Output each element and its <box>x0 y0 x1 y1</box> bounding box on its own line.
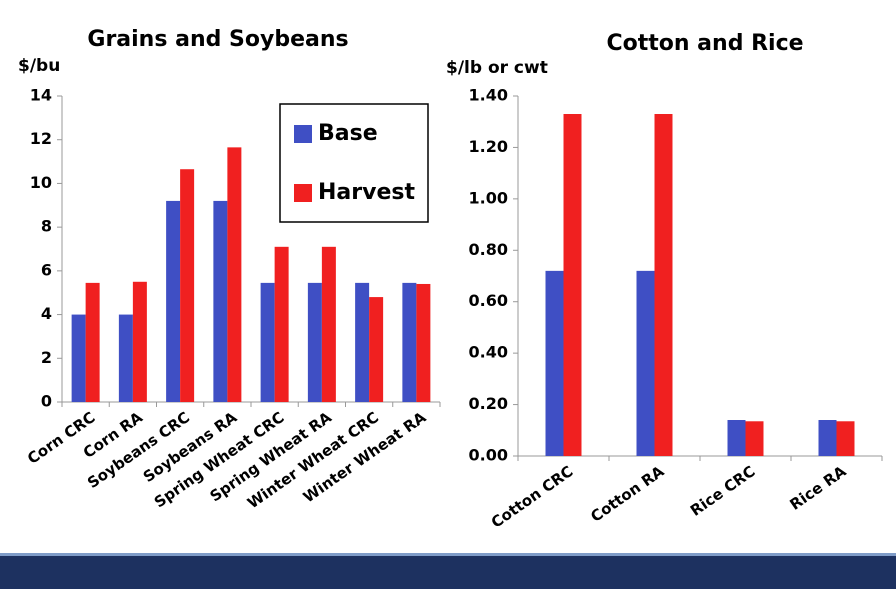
bar <box>416 283 431 402</box>
bar <box>369 297 384 402</box>
y-tick-label: 4 <box>41 304 52 323</box>
y-tick-label: 14 <box>30 86 52 105</box>
bar <box>227 147 242 402</box>
y-tick-label: 0.40 <box>469 343 508 362</box>
y-axis-label: $/lb or cwt <box>446 58 548 78</box>
bar <box>402 282 417 402</box>
x-tick-label: Rice RA <box>787 462 850 514</box>
legend-swatch <box>294 125 312 143</box>
footer-band <box>0 556 896 589</box>
bar <box>355 282 370 402</box>
bar <box>180 169 195 402</box>
y-tick-label: 1.40 <box>469 86 508 105</box>
legend-box <box>279 103 429 223</box>
x-tick-label: Rice CRC <box>687 462 758 520</box>
bar <box>745 421 764 456</box>
y-tick-label: 1.20 <box>469 137 508 156</box>
y-tick-label: 0.00 <box>469 446 508 465</box>
x-tick-label: Cotton RA <box>587 462 667 526</box>
bar <box>71 314 86 402</box>
y-tick-label: 0 <box>41 392 52 411</box>
bar <box>85 282 100 402</box>
y-tick-label: 10 <box>30 173 52 192</box>
bar <box>307 282 322 402</box>
bar <box>563 114 582 456</box>
bar <box>166 200 181 402</box>
bar <box>636 270 655 456</box>
y-axis-label: $/bu <box>18 56 60 76</box>
y-tick-label: 2 <box>41 348 52 367</box>
bar <box>118 314 133 402</box>
bar <box>654 114 673 456</box>
legend-label: Harvest <box>318 180 415 205</box>
y-tick-label: 6 <box>41 260 52 279</box>
y-tick-label: 12 <box>30 129 52 148</box>
bar <box>727 420 746 456</box>
legend-swatch <box>294 184 312 202</box>
y-tick-label: 8 <box>41 217 52 236</box>
bar <box>836 421 855 456</box>
footer-stripe <box>0 553 896 556</box>
y-tick-label: 1.00 <box>469 188 508 207</box>
bar <box>132 281 147 402</box>
y-tick-label: 0.80 <box>469 240 508 259</box>
y-tick-label: 0.60 <box>469 291 508 310</box>
bar <box>545 270 564 456</box>
bar <box>260 282 275 402</box>
legend-label: Base <box>318 121 378 146</box>
bar <box>213 200 228 402</box>
bar <box>321 246 336 402</box>
bar <box>818 420 837 456</box>
x-tick-label: Cotton CRC <box>488 462 577 531</box>
y-tick-label: 0.20 <box>469 394 508 413</box>
chart-title: Cotton and Rice <box>606 31 803 56</box>
bar <box>274 246 289 402</box>
chart-title: Grains and Soybeans <box>87 27 348 52</box>
